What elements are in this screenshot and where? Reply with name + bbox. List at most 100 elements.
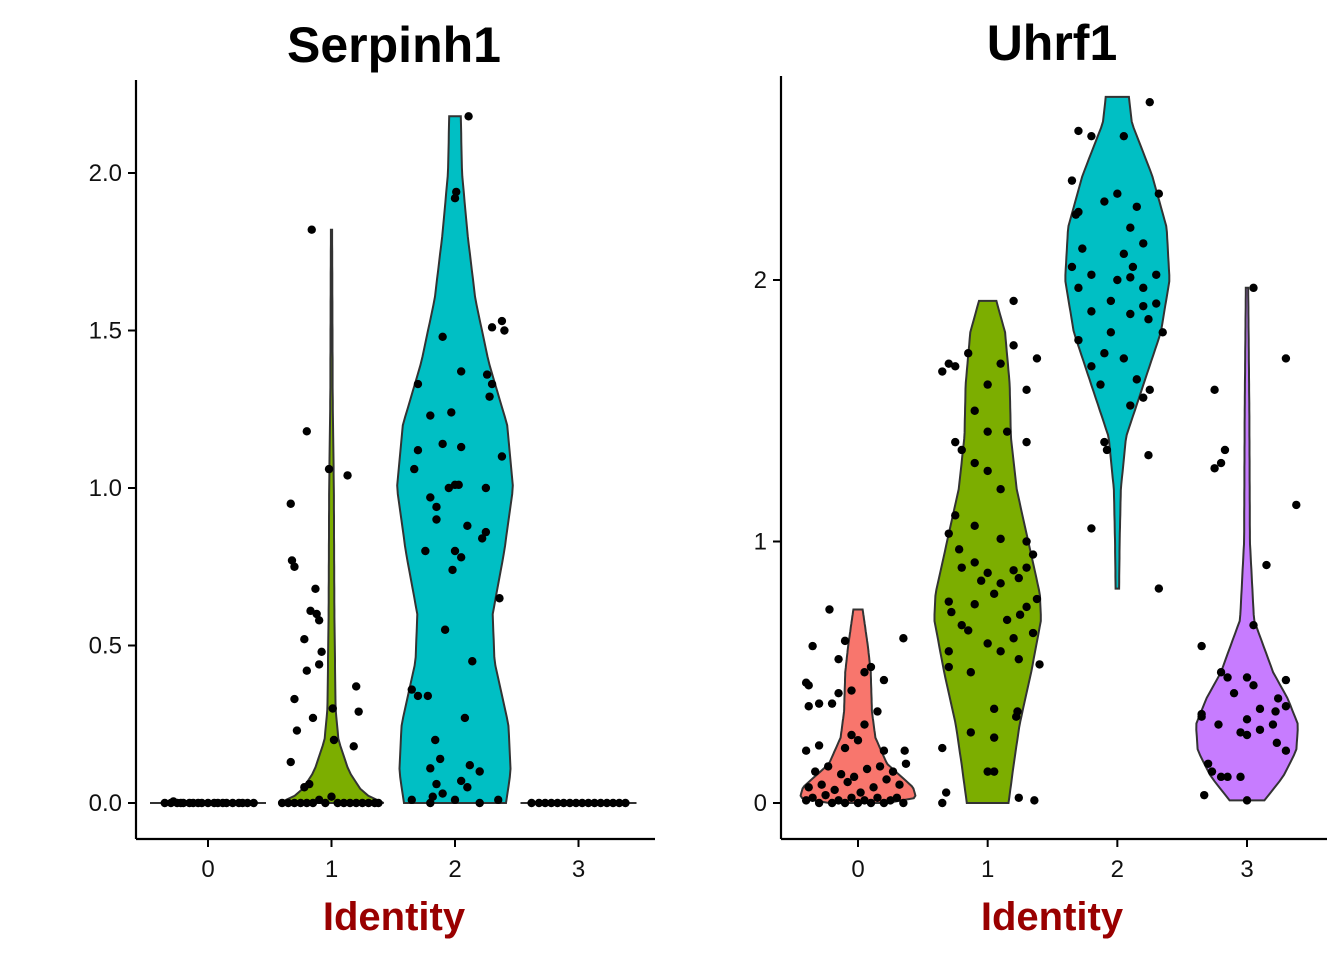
x-tick-label: 3 [572, 856, 585, 883]
data-point [465, 761, 475, 770]
data-point [1100, 437, 1109, 447]
data-point [349, 742, 358, 751]
data-point [329, 735, 339, 745]
data-point [497, 452, 507, 461]
data-point [447, 408, 456, 417]
data-point [1087, 307, 1096, 316]
data-point [1087, 524, 1096, 533]
data-point [1074, 283, 1083, 293]
data-point [1126, 309, 1135, 319]
data-point [996, 359, 1005, 368]
data-point [172, 798, 182, 808]
data-point [1022, 437, 1031, 447]
data-point [1272, 738, 1282, 748]
data-point [1197, 709, 1206, 719]
y-tick-label: 0 [754, 790, 767, 817]
data-point [312, 609, 321, 619]
data-point [847, 730, 856, 740]
data-point [1113, 275, 1122, 285]
data-point [901, 759, 911, 768]
data-point [976, 576, 986, 585]
data-point [1132, 375, 1141, 384]
data-point [450, 546, 460, 556]
data-point [1236, 728, 1245, 737]
data-point [1032, 354, 1042, 363]
data-point [840, 636, 850, 646]
data-point [292, 726, 302, 735]
data-point [947, 607, 956, 617]
data-point [487, 323, 497, 332]
data-point [808, 793, 817, 802]
data-point [811, 767, 820, 776]
data-point [983, 380, 992, 389]
data-point [964, 349, 973, 358]
data-point [300, 635, 309, 644]
data-point [1028, 550, 1038, 559]
data-point [277, 798, 287, 808]
data-point [1009, 296, 1018, 306]
data-point [448, 565, 457, 575]
data-point [456, 776, 466, 786]
data-point [1144, 451, 1153, 460]
data-point [966, 668, 976, 677]
data-point [317, 647, 326, 656]
data-point [435, 754, 445, 764]
data-point [1067, 262, 1077, 272]
data-point [1229, 688, 1239, 698]
data-point [1242, 715, 1252, 724]
data-point [840, 798, 850, 808]
data-point [900, 746, 909, 755]
data-point [290, 798, 299, 808]
data-point [983, 767, 992, 776]
data-point [497, 316, 507, 326]
data-point [849, 772, 859, 782]
data-point [203, 798, 213, 808]
data-point [1197, 641, 1206, 651]
data-point [1028, 628, 1038, 638]
data-point [413, 379, 423, 389]
data-point [432, 779, 441, 789]
data-point [307, 225, 316, 234]
x-tick-label: 1 [325, 856, 338, 883]
data-point [321, 798, 330, 808]
data-point [1074, 126, 1083, 136]
y-tick-label: 1.5 [89, 318, 122, 345]
data-point [827, 699, 837, 708]
data-point [825, 605, 834, 614]
data-point [413, 691, 423, 701]
x-tick-label: 0 [851, 856, 864, 883]
data-point [1139, 283, 1148, 293]
violin-2 [396, 115, 514, 804]
data-point [534, 798, 544, 808]
data-point [475, 798, 484, 808]
data-point [431, 735, 440, 745]
data-point [944, 597, 953, 606]
data-point [482, 370, 492, 379]
data-point [938, 367, 947, 376]
data-point [941, 788, 951, 797]
data-point [1102, 445, 1112, 455]
data-point [456, 442, 466, 452]
data-point [1014, 573, 1023, 583]
data-point [1032, 594, 1042, 604]
data-point [243, 798, 252, 808]
data-point [882, 775, 891, 784]
data-point [327, 792, 336, 801]
data-point [989, 704, 999, 714]
data-point [468, 657, 477, 666]
data-point [1207, 767, 1217, 776]
data-point [463, 783, 472, 792]
data-point [823, 762, 833, 771]
data-point [983, 568, 992, 578]
data-point [989, 767, 999, 776]
data-point [1014, 654, 1023, 664]
data-point [873, 793, 882, 802]
data-point [438, 439, 447, 449]
data-point [866, 798, 876, 808]
data-point [944, 662, 953, 672]
data-point [1002, 615, 1012, 625]
data-point [944, 359, 953, 368]
data-point [527, 798, 536, 808]
data-point [374, 798, 383, 808]
x-tick-label: 2 [448, 856, 461, 883]
